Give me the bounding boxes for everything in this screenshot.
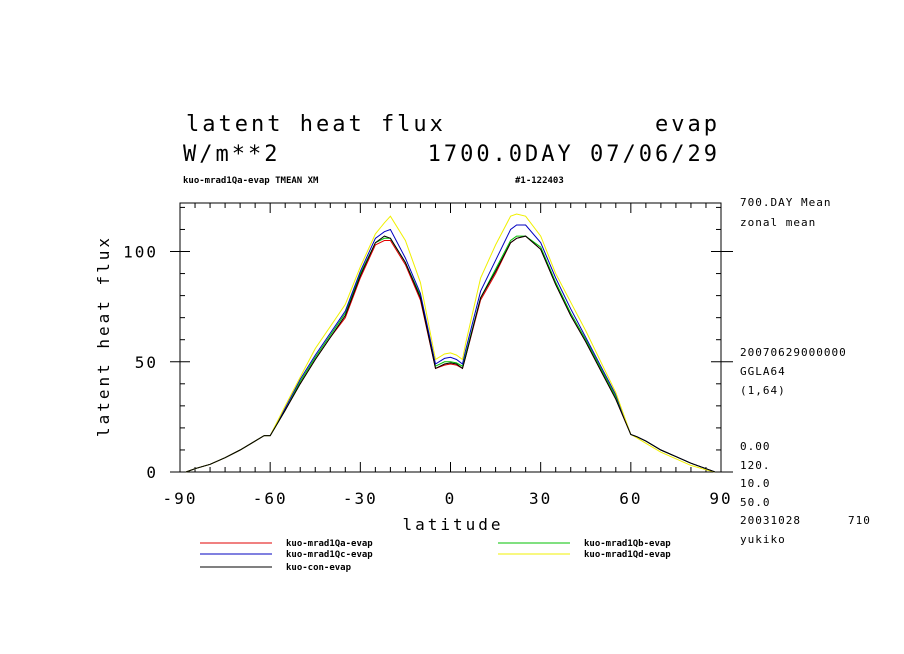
x-tick-label: 60: [619, 489, 642, 508]
side-info-val1: 0.00: [740, 440, 771, 453]
side-info-mean: 700.DAY Mean: [740, 196, 831, 209]
subtitle-left: kuo-mrad1Qa-evap TMEAN XM: [183, 176, 319, 186]
legend: kuo-mrad1Qa-evap kuo-mrad1Qb-evapkuo-mrad…: [200, 539, 671, 573]
y-tick-label: 0: [146, 463, 158, 482]
side-info-grid: GGLA64: [740, 365, 786, 378]
chart-title: latent heat flux: [186, 112, 446, 137]
time-info: 1700.0DAY 07/06/29: [428, 142, 720, 167]
x-tick-label: 0: [445, 489, 457, 508]
legend-label: kuo-mrad1Qd-evap: [584, 550, 671, 560]
series-lines: [185, 213, 716, 473]
x-axis-label: latitude: [402, 515, 503, 534]
legend-label: kuo-mrad1Qb-evap: [584, 539, 671, 549]
legend-label: kuo-mrad1Qa-evap: [286, 539, 373, 549]
side-info-date: 20031028: [740, 514, 801, 527]
x-tick-label: -60: [253, 489, 288, 508]
x-tick-label: -30: [343, 489, 378, 508]
x-tick-label: 30: [529, 489, 552, 508]
x-tick-label: 90: [709, 489, 732, 508]
x-tick-label: -90: [163, 489, 198, 508]
plot-frame: [179, 202, 722, 473]
side-info-user: yukiko: [740, 533, 786, 546]
side-info-val3: 10.0: [740, 477, 771, 490]
side-info-val4: 50.0: [740, 496, 771, 509]
series-line-kuo-mrad1Qd-evap: [185, 213, 716, 473]
axis-ticks: -90 -60 -30 0 30 60 90 0 50 100: [123, 203, 733, 508]
side-info-val2: 120.: [740, 459, 771, 472]
series-line-kuo-con-evap: [185, 235, 716, 473]
y-axis-label: latent heat flux: [94, 235, 113, 437]
side-info-range: (1,64): [740, 384, 786, 397]
side-info-number: 710: [848, 514, 871, 527]
side-info-zonal: zonal mean: [740, 216, 816, 229]
legend-label: kuo-mrad1Qc-evap: [286, 550, 373, 560]
subtitle-right: #1-122403: [515, 176, 564, 186]
units-label: W/m**2: [183, 142, 280, 167]
y-tick-label: 100: [123, 243, 158, 262]
legend-label: kuo-con-evap: [286, 563, 352, 573]
variable-name: evap: [655, 112, 720, 137]
series-line-kuo-mrad1Qc-evap: [185, 224, 716, 473]
side-info-datetime: 20070629000000: [740, 346, 847, 359]
y-tick-label: 50: [135, 353, 158, 372]
